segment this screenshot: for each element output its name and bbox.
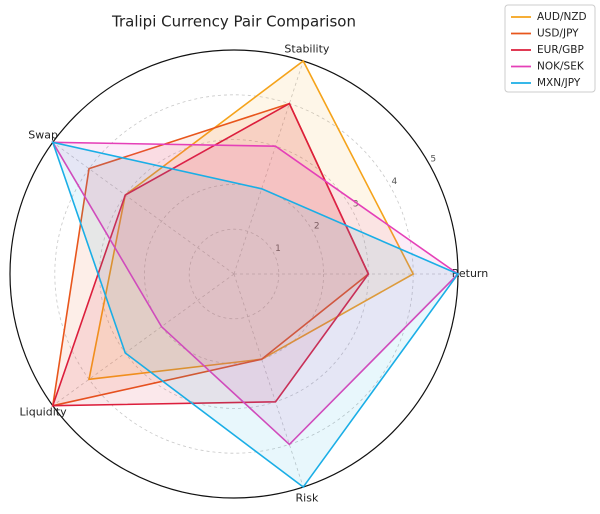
r-tick-label: 2 — [314, 222, 320, 232]
spoke — [233, 273, 304, 488]
spoke — [233, 60, 304, 275]
axis-label: Swap — [28, 128, 58, 141]
legend-label: USD/JPY — [537, 28, 579, 40]
series-area — [88, 59, 415, 381]
spoke — [52, 273, 235, 406]
series-area — [51, 141, 460, 489]
legend-box — [504, 4, 596, 93]
axis-label: Return — [452, 267, 489, 280]
r-tick-label: 1 — [275, 244, 281, 254]
legend-label: NOK/SEK — [537, 61, 585, 73]
grid-circle — [143, 183, 324, 364]
r-tick-label: 5 — [430, 155, 436, 165]
legend-label: AUD/NZD — [537, 11, 587, 23]
legend-label: EUR/GBP — [537, 44, 584, 56]
axis-label: Risk — [296, 491, 319, 504]
series-area — [51, 102, 370, 407]
legend-label: MXN/JPY — [537, 77, 581, 89]
chart-title: Tralipi Currency Pair Comparison — [111, 13, 356, 31]
series-area — [51, 141, 460, 446]
axis-label: Stability — [284, 43, 330, 56]
r-tick-label: 3 — [353, 199, 359, 209]
spoke — [52, 142, 235, 275]
r-tick-label: 4 — [392, 177, 398, 187]
axis-label: Liquidity — [20, 406, 68, 419]
